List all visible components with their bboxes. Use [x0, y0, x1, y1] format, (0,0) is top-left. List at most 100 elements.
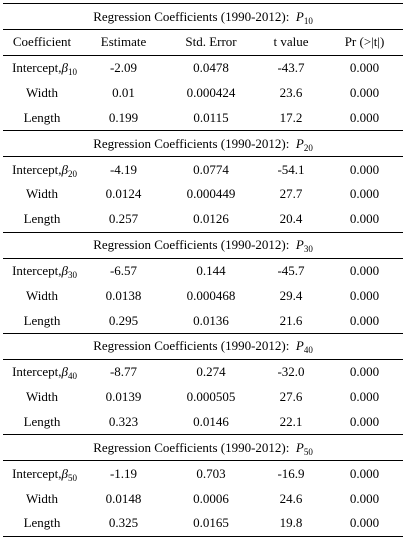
estimate-cell: 0.295 [108, 312, 139, 328]
estimate-cell: -6.57 [81, 257, 166, 284]
t-value-cell: -43.7 [256, 54, 326, 81]
std-error-cell: 0.0136 [193, 312, 229, 328]
pr-cell: 0.000 [349, 312, 380, 328]
table-row: Intercept,β20 -4.19 0.0774 -54.1 0.000 [3, 156, 404, 182]
section-title-row: Regression Coefficients (1990-2012): P50 [3, 434, 404, 461]
header-std-error: Std. Error [166, 29, 256, 56]
pr-cell: 0.000 [349, 186, 380, 202]
std-error-cell: 0.0006 [193, 490, 229, 506]
pr-cell: 0.000 [349, 109, 380, 125]
estimate-cell: 0.257 [108, 211, 139, 227]
std-error-cell: 0.274 [166, 358, 256, 385]
section-symbol: P [295, 135, 304, 151]
t-value-cell: 19.8 [256, 510, 326, 537]
pr-cell: 0.000 [349, 211, 380, 227]
std-error-cell: 0.0146 [193, 413, 229, 429]
pr-cell: 0.000 [349, 389, 380, 405]
pr-cell: 0.000 [326, 510, 404, 537]
std-error-cell: 0.0126 [193, 211, 229, 227]
t-value-cell: 17.2 [279, 109, 303, 125]
estimate-cell: 0.199 [108, 109, 139, 125]
section-title-row: Regression Coefficients (1990-2012): P10 [3, 3, 404, 30]
std-error-cell: 0.000468 [186, 287, 236, 303]
t-value-cell: 23.6 [279, 84, 303, 100]
section-title-row: Regression Coefficients (1990-2012): P30 [3, 231, 404, 259]
row-label: Length [23, 109, 61, 125]
section-symbol: P [295, 338, 304, 354]
std-error-cell: 0.0774 [166, 156, 256, 182]
table-row: Intercept,β30 -6.57 0.144 -45.7 0.000 [3, 257, 404, 284]
t-value-cell: 20.4 [279, 211, 303, 227]
estimate-cell: 0.0124 [105, 186, 142, 202]
column-header-row: Coefficient Estimate Std. Error t value … [3, 29, 404, 56]
section-subscript: 10 [303, 15, 313, 26]
pr-cell: 0.000 [326, 54, 404, 81]
row-label: Length [3, 510, 81, 537]
table-row: Width 0.01 0.000424 23.6 0.000 [3, 81, 403, 106]
t-value-cell: -54.1 [256, 156, 326, 182]
pr-cell: 0.000 [326, 156, 404, 182]
section-title-row: Regression Coefficients (1990-2012): P40 [3, 332, 404, 360]
estimate-cell: 0.325 [81, 510, 166, 537]
table-row: Intercept,β40 -8.77 0.274 -32.0 0.000 [3, 358, 404, 385]
header-estimate: Estimate [81, 29, 166, 56]
t-value-cell: 22.1 [279, 413, 303, 429]
std-error-cell: 0.0165 [166, 510, 256, 537]
row-label: Length [23, 211, 61, 227]
table-row: Intercept,β10 -2.09 0.0478 -43.7 0.000 [3, 54, 404, 81]
std-error-cell: 0.0115 [193, 109, 229, 125]
t-value-cell: -32.0 [256, 358, 326, 385]
t-value-cell: 27.7 [279, 186, 303, 202]
std-error-cell: 0.000449 [186, 186, 236, 202]
section-symbol: P [295, 237, 304, 253]
section-subscript: 40 [303, 345, 313, 356]
std-error-cell: 0.703 [166, 460, 256, 487]
estimate-cell: 0.323 [108, 413, 139, 429]
header-t-value: t value [256, 29, 326, 56]
std-error-cell: 0.144 [166, 257, 256, 284]
header-pr: Pr (>|t|) [326, 29, 404, 56]
pr-cell: 0.000 [349, 413, 380, 429]
row-label: Width [26, 287, 58, 303]
row-label: Width [26, 186, 58, 202]
table-row: Length 0.323 0.0146 22.1 0.000 [3, 410, 403, 435]
row-label: Width [26, 490, 58, 506]
pr-cell: 0.000 [326, 460, 404, 487]
row-label: Length [23, 312, 61, 328]
row-label: Intercept,β40 [3, 358, 81, 385]
pr-cell: 0.000 [326, 358, 404, 385]
pr-cell: 0.000 [326, 257, 404, 284]
estimate-cell: 0.0148 [105, 490, 142, 506]
section-title: Regression Coefficients (1990-2012): P40 [3, 332, 404, 360]
t-value-cell: 24.6 [279, 490, 303, 506]
row-label: Intercept,β30 [3, 257, 81, 284]
header-coefficient: Coefficient [3, 29, 81, 56]
section-title: Regression Coefficients (1990-2012): P30 [3, 231, 404, 259]
estimate-cell: 0.01 [112, 84, 135, 100]
table-row: Intercept,β50 -1.19 0.703 -16.9 0.000 [3, 460, 404, 487]
regression-table-container: Regression Coefficients (1990-2012): P10… [3, 3, 404, 537]
table-row: Length 0.199 0.0115 17.2 0.000 [3, 105, 403, 130]
section-subscript: 50 [303, 446, 313, 457]
estimate-cell: -8.77 [81, 358, 166, 385]
std-error-cell: 0.000424 [186, 84, 236, 100]
section-title-row: Regression Coefficients (1990-2012): P20 [3, 130, 404, 157]
t-value-cell: 29.4 [279, 287, 303, 303]
table-row: Width 0.0124 0.000449 27.7 0.000 [3, 182, 403, 207]
pr-cell: 0.000 [349, 84, 380, 100]
std-error-cell: 0.000505 [186, 389, 236, 405]
t-value-cell: 27.6 [279, 389, 303, 405]
pr-cell: 0.000 [349, 490, 380, 506]
row-label: Width [26, 84, 58, 100]
table-row: Length 0.257 0.0126 20.4 0.000 [3, 207, 403, 232]
section-title: Regression Coefficients (1990-2012): P10 [3, 3, 404, 30]
estimate-cell: 0.0138 [105, 287, 142, 303]
section-title: Regression Coefficients (1990-2012): P50 [3, 434, 404, 461]
row-label: Intercept,β10 [3, 54, 81, 81]
table-row: Length 0.325 0.0165 19.8 0.000 [3, 510, 404, 537]
section-title: Regression Coefficients (1990-2012): P20 [3, 130, 404, 157]
row-label: Intercept,β50 [3, 460, 81, 487]
t-value-cell: -16.9 [256, 460, 326, 487]
row-label: Intercept,β20 [3, 156, 81, 182]
t-value-cell: 21.6 [279, 312, 303, 328]
